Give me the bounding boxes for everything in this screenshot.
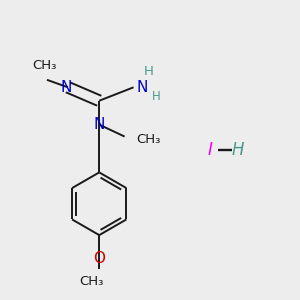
Text: CH₃: CH₃ <box>80 275 104 288</box>
Text: N: N <box>136 80 148 95</box>
Text: CH₃: CH₃ <box>32 59 56 72</box>
Text: N: N <box>61 80 72 95</box>
Text: CH₃: CH₃ <box>136 133 161 146</box>
Text: O: O <box>93 250 105 266</box>
Text: H: H <box>152 90 160 103</box>
Text: H: H <box>232 141 244 159</box>
Text: I: I <box>207 141 212 159</box>
Text: H: H <box>144 65 153 78</box>
Text: N: N <box>94 117 105 132</box>
